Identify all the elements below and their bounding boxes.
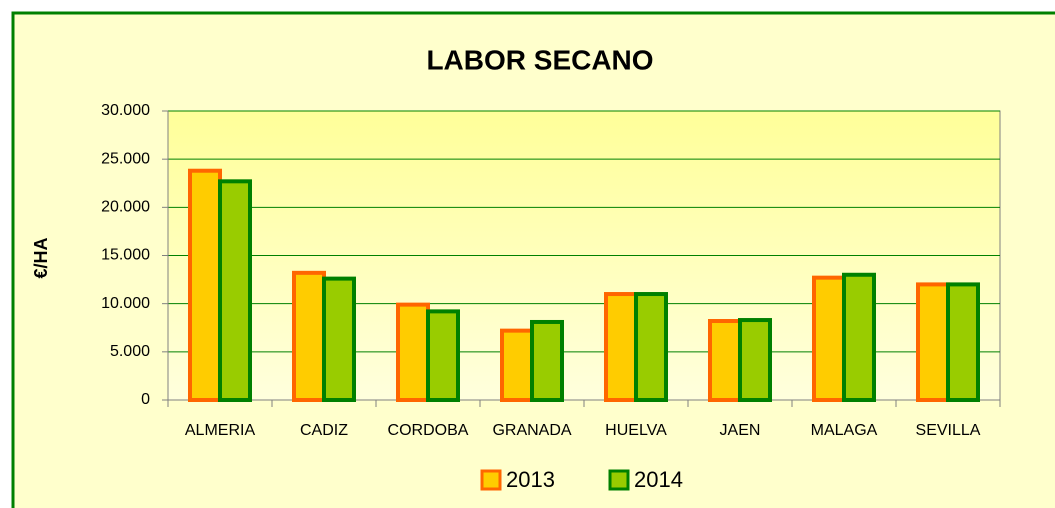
bar	[634, 292, 668, 402]
x-tick-label: SEVILLA	[916, 422, 981, 439]
bar	[530, 319, 564, 402]
bar	[916, 282, 950, 402]
bar	[322, 276, 356, 402]
y-tick-label: 20.000	[101, 199, 150, 216]
y-tick-label: 5.000	[110, 343, 150, 360]
x-tick-label: HUELVA	[605, 422, 667, 439]
bar	[604, 292, 638, 402]
legend-swatch	[608, 469, 630, 491]
bar	[500, 328, 534, 403]
bar	[842, 272, 876, 402]
bar	[188, 168, 222, 402]
y-tick-label: 10.000	[101, 295, 150, 312]
x-tick-label: CADIZ	[300, 422, 348, 439]
y-tick-label: 0	[141, 391, 150, 408]
legend-swatch	[480, 469, 502, 491]
y-axis-label: €/HA	[31, 237, 51, 278]
x-tick-label: CORDOBA	[388, 422, 469, 439]
legend-label: 2013	[506, 467, 555, 492]
x-tick-label: ALMERIA	[185, 422, 256, 439]
legend-label: 2014	[634, 467, 683, 492]
bar	[738, 318, 772, 402]
bar	[946, 282, 980, 402]
x-tick-label: GRANADA	[492, 422, 571, 439]
bar	[708, 319, 742, 402]
bar	[292, 270, 326, 402]
bar	[812, 275, 846, 403]
bar	[218, 179, 252, 402]
y-tick-label: 30.000	[101, 102, 150, 119]
y-tick-label: 15.000	[101, 247, 150, 264]
x-tick-label: JAEN	[720, 422, 761, 439]
x-tick-label: MALAGA	[811, 422, 878, 439]
bar	[396, 302, 430, 403]
bar	[426, 309, 460, 402]
y-tick-label: 25.000	[101, 150, 150, 167]
chart-title: LABOR SECANO	[426, 44, 653, 75]
